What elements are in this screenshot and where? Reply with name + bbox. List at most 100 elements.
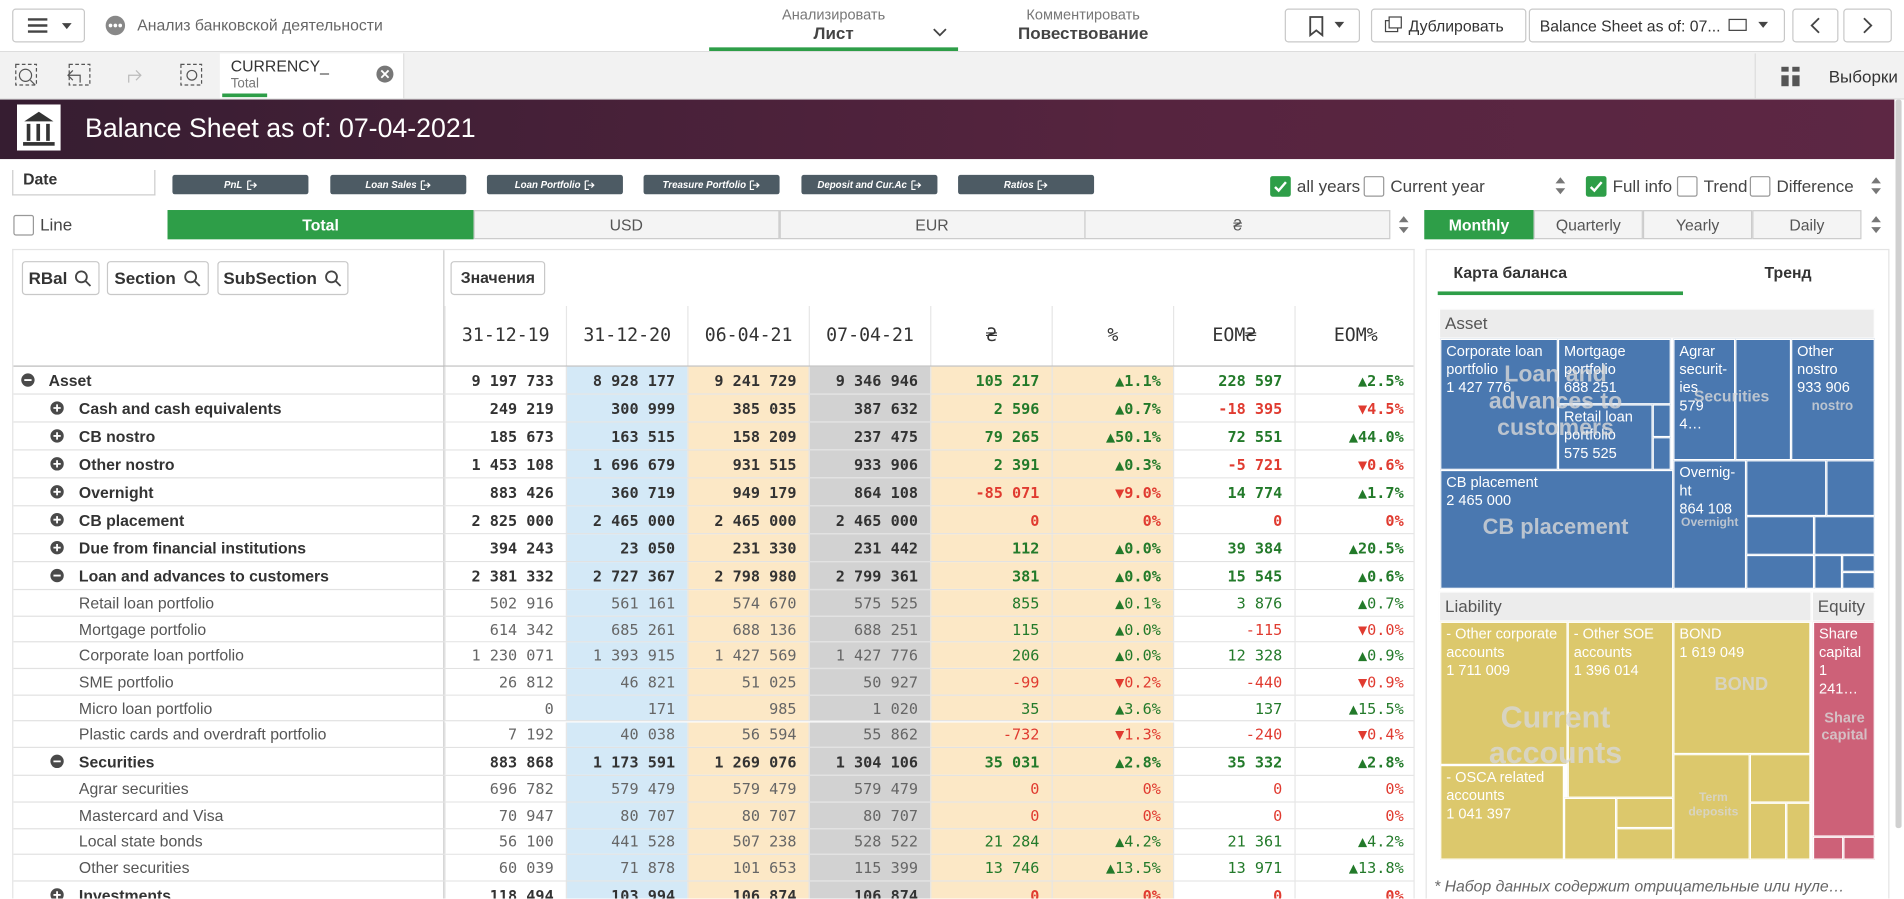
report-button[interactable]: Loan Portfolio bbox=[486, 174, 623, 195]
treemap-cell[interactable] bbox=[1814, 516, 1875, 555]
report-button[interactable]: Ratios bbox=[958, 174, 1095, 195]
treemap-tile[interactable]: - Other SOE accounts 1 396 014 bbox=[1567, 621, 1674, 798]
treemap-tile[interactable]: BOND 1 619 049 bbox=[1673, 621, 1811, 755]
treemap-cell[interactable] bbox=[1814, 554, 1843, 589]
expand-icon[interactable] bbox=[50, 888, 65, 899]
tile-name: Retail loan portfolio bbox=[1564, 408, 1633, 444]
currency-option[interactable]: USD bbox=[473, 210, 780, 240]
treemap-cell[interactable] bbox=[1826, 460, 1875, 517]
row-header: Corporate loan portfolio bbox=[13, 643, 444, 668]
treemap-tile[interactable]: Overnig-ht 864 108 bbox=[1673, 460, 1747, 589]
report-button[interactable]: Treasure Portfolio bbox=[643, 174, 780, 195]
bookmark-button[interactable] bbox=[1284, 8, 1361, 43]
period-option[interactable]: Yearly bbox=[1642, 210, 1753, 240]
currency-option[interactable]: EUR bbox=[778, 210, 1085, 240]
treemap-tile[interactable]: CB placement 2 465 000 bbox=[1440, 469, 1674, 589]
table-cell: 614 342 bbox=[444, 616, 566, 642]
treemap-cell[interactable] bbox=[1735, 338, 1792, 461]
treemap-cell[interactable] bbox=[1842, 571, 1875, 589]
treemap-cell[interactable] bbox=[1843, 836, 1875, 860]
treemap-cell[interactable] bbox=[1616, 828, 1674, 860]
collapse-icon[interactable] bbox=[21, 373, 36, 388]
checkbox[interactable] bbox=[1270, 176, 1291, 197]
period-option[interactable]: Monthly bbox=[1424, 210, 1534, 240]
treemap-tile[interactable]: Share capital 1 241… bbox=[1812, 621, 1875, 837]
spinner[interactable] bbox=[1869, 174, 1884, 198]
table-cell: 2 799 361 bbox=[808, 562, 931, 589]
group-header: Asset bbox=[1438, 308, 1875, 339]
treemap-cell[interactable] bbox=[1746, 554, 1815, 589]
treemap-cell[interactable] bbox=[1616, 797, 1674, 829]
report-button[interactable]: Deposit and Cur.Ac bbox=[801, 174, 938, 195]
collapse-icon[interactable] bbox=[50, 568, 65, 583]
expand-icon[interactable] bbox=[50, 512, 65, 527]
treemap-cell[interactable] bbox=[1749, 754, 1811, 803]
spinner[interactable] bbox=[1869, 213, 1884, 237]
report-button[interactable]: PnL bbox=[172, 174, 309, 195]
dimension-button[interactable]: SubSection bbox=[217, 261, 349, 296]
table-cell: 0% bbox=[1294, 881, 1414, 899]
spinner[interactable] bbox=[1553, 174, 1568, 198]
treemap-cell[interactable] bbox=[1842, 554, 1875, 572]
checkbox[interactable] bbox=[13, 214, 35, 236]
treemap-cell[interactable] bbox=[1786, 802, 1811, 860]
treemap-cell[interactable] bbox=[1673, 754, 1750, 860]
treemap-tile[interactable]: Corporate loan portfolio 1 427 776 bbox=[1440, 338, 1558, 470]
tab-analyze[interactable]: Анализировать Лист bbox=[709, 0, 959, 52]
dimension-button[interactable]: RBal bbox=[21, 261, 100, 296]
treemap-tile[interactable]: Mortgage portfolio 688 251 bbox=[1557, 338, 1671, 405]
chip-clear[interactable] bbox=[375, 64, 394, 83]
treemap-cell[interactable] bbox=[1564, 797, 1617, 860]
treemap-tile[interactable]: - Other corporate accounts 1 711 009 bbox=[1440, 621, 1568, 766]
table-cell: 0% bbox=[1051, 881, 1174, 899]
table-cell: -115 bbox=[1173, 616, 1295, 642]
checkbox[interactable] bbox=[1749, 176, 1771, 197]
expand-icon[interactable] bbox=[50, 401, 65, 416]
spinner[interactable] bbox=[1396, 213, 1411, 237]
treemap-tile[interactable]: - OSCA related accounts 1 041 397 bbox=[1440, 765, 1565, 860]
measure-button[interactable]: Значения bbox=[450, 261, 546, 296]
checkbox[interactable] bbox=[1676, 176, 1698, 197]
selection-chip[interactable]: CURRENCY_ Total bbox=[219, 53, 405, 99]
treemap-cell[interactable] bbox=[1749, 802, 1787, 860]
table-cell: 8 928 177 bbox=[565, 366, 688, 394]
treemap-cell[interactable] bbox=[1652, 437, 1671, 470]
currency-option[interactable]: ₴ bbox=[1084, 210, 1391, 240]
treemap-tab[interactable]: Карта баланса bbox=[1453, 263, 1568, 282]
tab-narrate[interactable]: Комментировать Повествование bbox=[962, 0, 1205, 51]
checkbox[interactable] bbox=[1363, 176, 1385, 197]
checkbox[interactable] bbox=[1585, 176, 1607, 197]
report-button[interactable]: Loan Sales bbox=[330, 174, 467, 195]
sheet-selector[interactable]: Balance Sheet as of: 07... bbox=[1528, 8, 1786, 43]
treemap-cell[interactable] bbox=[1652, 404, 1671, 438]
treemap-cell[interactable] bbox=[1746, 460, 1827, 517]
table-cell: 883 426 bbox=[444, 478, 566, 506]
tab-small: Комментировать bbox=[1026, 6, 1140, 24]
period-option[interactable]: Daily bbox=[1752, 210, 1862, 240]
expand-icon[interactable] bbox=[50, 485, 65, 500]
treemap-cell[interactable] bbox=[1746, 516, 1815, 555]
treemap-tile[interactable]: Other nostro 933 906 bbox=[1791, 338, 1875, 461]
scrollbar[interactable] bbox=[1895, 99, 1902, 829]
expand-icon[interactable] bbox=[50, 540, 65, 555]
treemap-tile[interactable]: Agrar securit-ies 579 4… bbox=[1673, 338, 1736, 461]
prev-sheet[interactable] bbox=[1792, 8, 1839, 43]
treemap-tile[interactable]: Retail loan portfolio 575 525 bbox=[1557, 404, 1653, 470]
date-filter[interactable]: Date bbox=[12, 170, 156, 196]
menu-button[interactable] bbox=[12, 8, 86, 43]
collapse-icon[interactable] bbox=[50, 754, 65, 769]
treemap-cell[interactable] bbox=[1812, 836, 1844, 860]
table-cell: 0 bbox=[444, 695, 566, 721]
period-option[interactable]: Quarterly bbox=[1533, 210, 1643, 240]
duplicate-label: Дублировать bbox=[1408, 16, 1504, 35]
next-sheet[interactable] bbox=[1843, 8, 1892, 43]
table-cell: ▲0.0% bbox=[1051, 534, 1174, 562]
duplicate-button[interactable]: Дублировать bbox=[1370, 8, 1527, 43]
row-label: Other nostro bbox=[78, 454, 175, 473]
selections-label[interactable]: Выборки bbox=[1828, 66, 1898, 87]
treemap-tab[interactable]: Тренд bbox=[1764, 263, 1812, 282]
expand-icon[interactable] bbox=[50, 457, 65, 472]
expand-icon[interactable] bbox=[50, 429, 65, 444]
dimension-button[interactable]: Section bbox=[106, 261, 209, 296]
currency-option[interactable]: Total bbox=[167, 210, 474, 240]
